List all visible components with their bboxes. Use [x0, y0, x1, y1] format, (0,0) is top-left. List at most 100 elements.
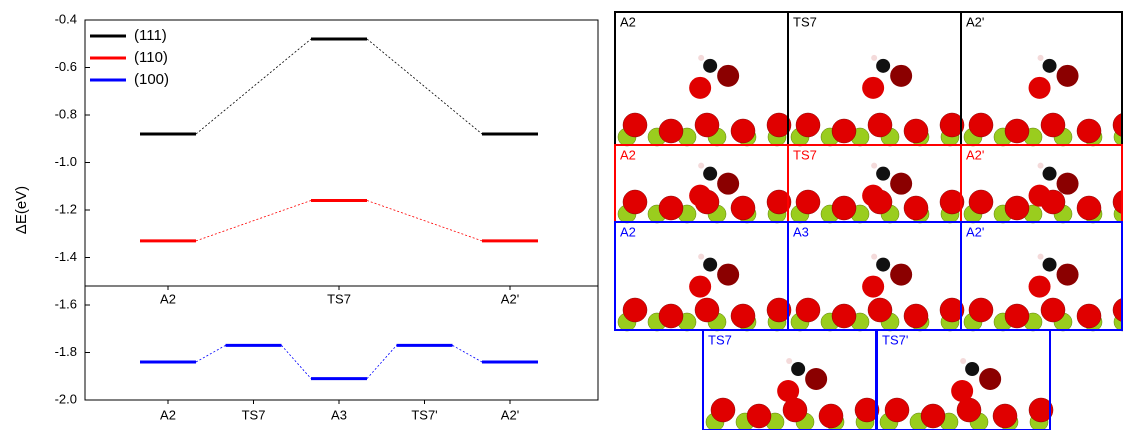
- h-atom: [1038, 254, 1044, 260]
- o-atom: [623, 113, 647, 137]
- structure-panel: TS7': [877, 330, 1053, 430]
- c-atom: [1043, 59, 1057, 73]
- o-atom: [819, 404, 843, 428]
- o-ads: [862, 276, 884, 298]
- o-atom: [1005, 304, 1029, 328]
- panel-label: A2': [966, 14, 984, 29]
- connector: [196, 39, 311, 134]
- o-atom: [868, 298, 892, 322]
- c-atom: [1043, 258, 1057, 272]
- h-atom: [960, 358, 966, 364]
- c-atom: [876, 167, 890, 181]
- o-atom: [796, 113, 820, 137]
- panel-label: A2': [966, 224, 984, 239]
- panel-label: A2: [620, 224, 636, 239]
- o-atom: [969, 190, 993, 214]
- x-tick-label: A2: [160, 291, 176, 306]
- o2-atom: [717, 173, 739, 195]
- o2-atom: [805, 368, 827, 390]
- o-ads: [862, 185, 884, 207]
- o-atom: [796, 298, 820, 322]
- o-atom: [695, 298, 719, 322]
- o-atom: [695, 113, 719, 137]
- o-ads: [862, 77, 884, 99]
- y-tick-label: -0.4: [55, 11, 77, 26]
- structure-panel: TS7: [788, 12, 964, 146]
- o-ads: [1029, 276, 1051, 298]
- x-tick-label: TS7: [327, 291, 351, 306]
- o-atom: [659, 304, 683, 328]
- h-atom: [1038, 55, 1044, 61]
- structure-panel: TS7: [703, 330, 879, 430]
- y-tick-label: -2.0: [55, 391, 77, 406]
- o-atom: [832, 196, 856, 220]
- structure-panel: A2: [615, 12, 791, 146]
- o-atom: [731, 304, 755, 328]
- structure-panel: TS7: [788, 145, 964, 223]
- o2-atom: [890, 65, 912, 87]
- o-atom: [885, 398, 909, 422]
- c-atom: [703, 167, 717, 181]
- o-atom: [1005, 196, 1029, 220]
- panel-label: TS7: [793, 14, 817, 29]
- connector: [196, 201, 311, 241]
- y-tick-label: -0.6: [55, 59, 77, 74]
- o-atom: [1077, 196, 1101, 220]
- o-ads: [951, 380, 973, 402]
- o-ads: [689, 276, 711, 298]
- x-tick-label: A2': [501, 291, 519, 306]
- o-atom: [731, 196, 755, 220]
- o-atom: [1041, 298, 1065, 322]
- legend-label: (110): [134, 49, 168, 66]
- c-atom: [703, 59, 717, 73]
- o-atom: [747, 404, 771, 428]
- panel-label: A3: [793, 224, 809, 239]
- o2-atom: [1057, 65, 1079, 87]
- h-atom: [1038, 163, 1044, 169]
- x-tick-label: TS7: [242, 407, 266, 422]
- o-atom: [659, 119, 683, 143]
- o2-atom: [1057, 264, 1079, 286]
- c-atom: [791, 362, 805, 376]
- o2-atom: [890, 264, 912, 286]
- panel-label: TS7: [708, 332, 732, 347]
- structure-panel: A2': [961, 222, 1123, 331]
- x-tick-label: TS7': [411, 407, 437, 422]
- y-tick-label: -1.6: [55, 296, 77, 311]
- legend-label: (111): [134, 27, 167, 44]
- o-atom: [1077, 304, 1101, 328]
- y-tick-label: -0.8: [55, 106, 77, 121]
- connector: [367, 345, 397, 378]
- x-tick-label: A2': [501, 407, 519, 422]
- o2-atom: [1057, 173, 1079, 195]
- y-tick-label: -1.2: [55, 201, 77, 216]
- o-atom: [832, 304, 856, 328]
- c-atom: [1043, 167, 1057, 181]
- y-tick-label: -1.0: [55, 154, 77, 169]
- o-atom: [796, 190, 820, 214]
- o-atom: [731, 119, 755, 143]
- o-atom: [921, 404, 945, 428]
- panel-label: A2: [620, 14, 636, 29]
- o-atom: [868, 113, 892, 137]
- o-atom: [1041, 113, 1065, 137]
- structure-panel: A2': [961, 145, 1123, 223]
- c-atom: [876, 59, 890, 73]
- connector: [367, 201, 482, 241]
- o-ads: [689, 77, 711, 99]
- h-atom: [871, 163, 877, 169]
- y-axis-label: ΔE(eV): [13, 186, 30, 234]
- o-atom: [993, 404, 1017, 428]
- panel-label: A2: [620, 147, 636, 162]
- o-atom: [969, 113, 993, 137]
- h-atom: [871, 254, 877, 260]
- x-tick-label: A3: [331, 407, 347, 422]
- o-atom: [904, 119, 928, 143]
- c-atom: [965, 362, 979, 376]
- o-atom: [659, 196, 683, 220]
- h-atom: [786, 358, 792, 364]
- o-ads: [777, 380, 799, 402]
- figure: ΔE(eV) -2.0-1.8-1.6-1.4-1.2-1.0-0.8-0.6-…: [0, 0, 1123, 430]
- y-tick-label: -1.8: [55, 344, 77, 359]
- c-atom: [876, 258, 890, 272]
